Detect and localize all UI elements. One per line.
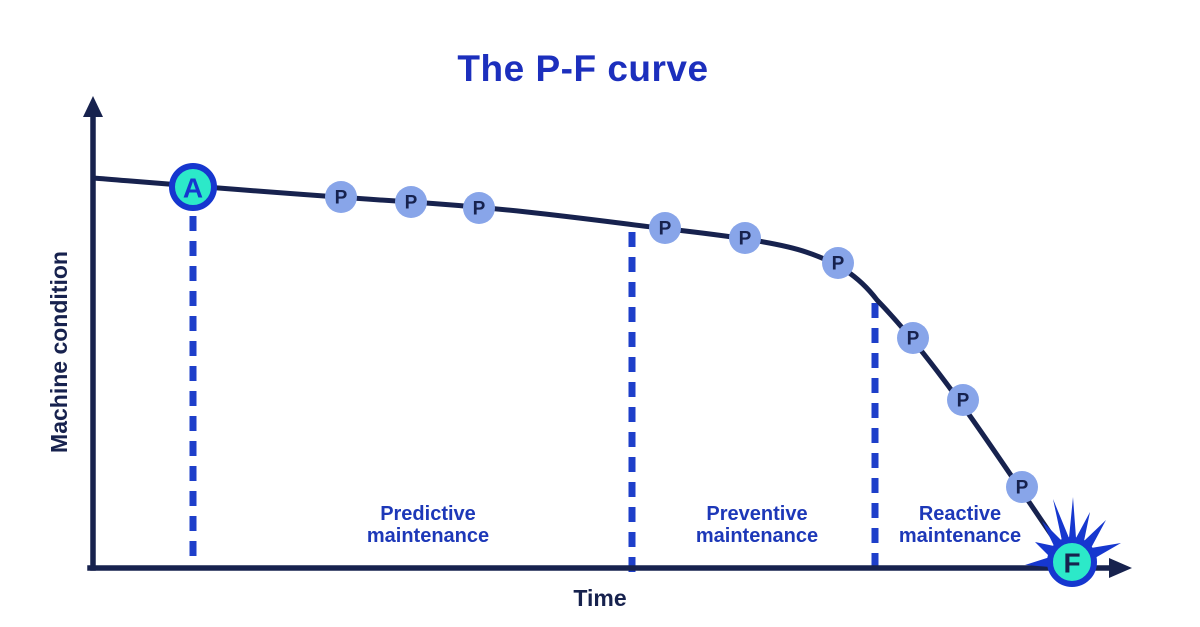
region-predictive-line1: Predictive <box>380 503 476 525</box>
p-marker-circle <box>463 192 495 224</box>
a-marker-circle <box>169 163 217 211</box>
region-label-predictive: Predictive maintenance <box>318 503 538 547</box>
p-marker-circle <box>395 186 427 218</box>
p-marker-circle <box>1006 471 1038 503</box>
p-marker-label: P <box>1016 478 1029 499</box>
f-marker-label: F <box>1063 548 1080 579</box>
region-preventive-line1: Preventive <box>706 503 808 525</box>
a-marker-label: A <box>183 173 203 204</box>
p-marker-label: P <box>907 329 920 350</box>
p-marker-label: P <box>473 199 486 220</box>
region-label-reactive: Reactive maintenance <box>850 503 1070 547</box>
p-marker-label: P <box>405 193 418 214</box>
p-marker-label: P <box>957 391 970 412</box>
y-axis-arrow-icon <box>83 96 103 117</box>
explosion-burst-icon <box>1025 497 1121 567</box>
p-marker-circle <box>822 247 854 279</box>
p-marker-circle <box>325 181 357 213</box>
region-predictive-line2: maintenance <box>366 525 490 547</box>
f-marker: F <box>1047 537 1097 587</box>
x-axis-label: Time <box>573 585 627 611</box>
p-marker-circle <box>897 322 929 354</box>
p-marker-circle <box>649 212 681 244</box>
p-marker-label: P <box>832 254 845 275</box>
p-markers: P P P P P P P P P <box>325 181 1038 503</box>
p-marker-circle <box>729 222 761 254</box>
region-reactive-line1: Reactive <box>918 503 1002 525</box>
region-reactive-line2: maintenance <box>898 525 1022 547</box>
page-title: The P-F curve <box>457 48 709 89</box>
f-marker-circle <box>1047 537 1097 587</box>
p-marker-label: P <box>335 188 348 209</box>
degradation-curve <box>90 175 1066 555</box>
p-marker-circle <box>947 384 979 416</box>
p-marker-label: P <box>739 229 752 250</box>
region-label-preventive: Preventive maintenance <box>647 503 867 547</box>
a-marker: A <box>169 163 217 211</box>
region-preventive-line2: maintenance <box>695 525 819 547</box>
p-marker-label: P <box>659 219 672 240</box>
x-axis-arrow-icon <box>1109 558 1132 578</box>
